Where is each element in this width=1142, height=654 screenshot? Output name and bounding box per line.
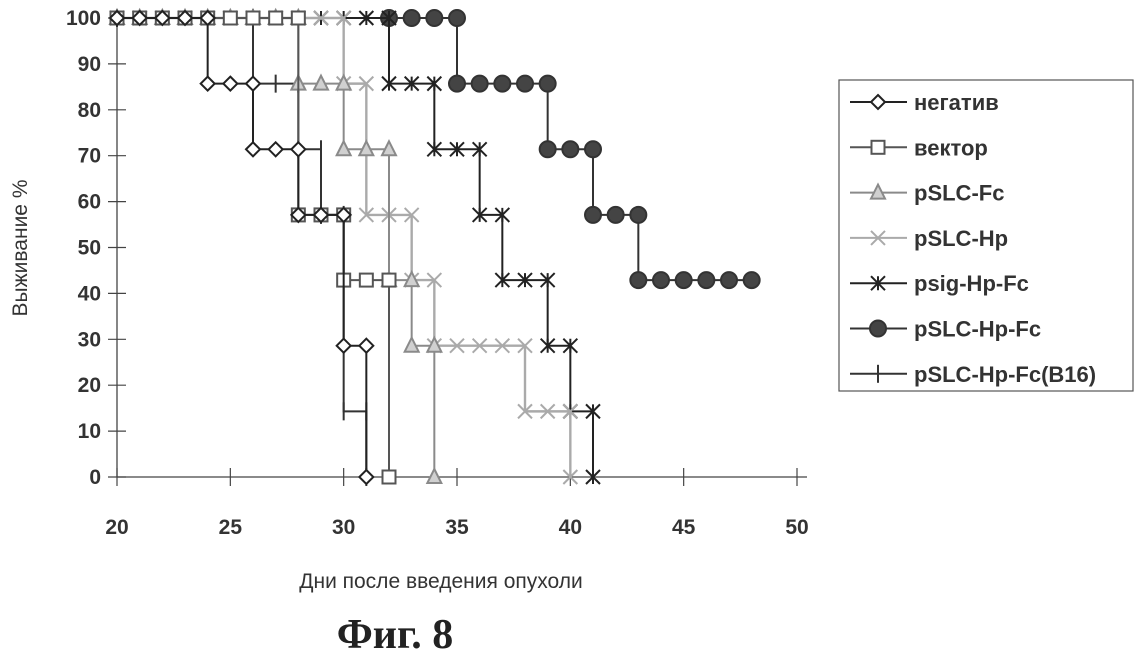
data-point — [517, 76, 533, 92]
data-point — [449, 10, 465, 26]
x-tick-label: 35 — [445, 516, 469, 539]
x-tick-label: 40 — [559, 516, 582, 539]
data-point — [585, 207, 601, 223]
data-point — [292, 12, 305, 25]
data-point — [201, 77, 215, 91]
y-tick-label: 100 — [66, 7, 101, 30]
legend-label: вектор — [914, 135, 988, 160]
data-point — [383, 471, 396, 484]
legend-label: pSLC-Hp-Fc(B16) — [914, 362, 1096, 387]
data-point — [269, 12, 282, 25]
y-tick-label: 30 — [78, 328, 101, 351]
data-point — [540, 76, 556, 92]
y-tick-label: 40 — [78, 282, 101, 305]
data-point — [653, 272, 669, 288]
data-point — [540, 141, 556, 157]
data-point — [291, 142, 305, 156]
data-point — [359, 470, 373, 484]
data-point — [246, 77, 260, 91]
data-point — [246, 142, 260, 156]
data-point — [630, 207, 646, 223]
legend-label: psig-Hp-Fc — [914, 271, 1029, 296]
legend-marker-icon — [872, 141, 885, 154]
legend-label: негатив — [914, 90, 999, 115]
data-point — [404, 10, 420, 26]
y-tick-label: 0 — [89, 466, 101, 489]
data-point — [472, 76, 488, 92]
y-tick-label: 20 — [78, 374, 101, 397]
series-line — [117, 18, 366, 477]
y-tick-label: 80 — [78, 99, 101, 122]
series-line — [117, 18, 366, 477]
y-axis-label: Выживание % — [9, 180, 32, 317]
data-point — [337, 339, 351, 353]
data-point — [721, 272, 737, 288]
y-tick-label: 60 — [78, 191, 101, 214]
legend-marker-icon — [870, 321, 886, 337]
x-tick-label: 20 — [105, 516, 128, 539]
legend-label: pSLC-Fc — [914, 181, 1004, 206]
series-group — [110, 9, 760, 486]
x-tick-label: 25 — [219, 516, 243, 539]
data-point — [247, 12, 260, 25]
data-point — [360, 274, 373, 287]
y-tick-label: 50 — [78, 237, 101, 260]
legend-label: pSLC-Hp — [914, 226, 1008, 251]
y-tick-label: 70 — [78, 145, 101, 168]
survival-chart: 0 10 20 30 40 50 60 70 80 90 100 20 25 30 35 40 45 50 Дни… — [0, 0, 1142, 654]
data-point — [223, 77, 237, 91]
data-point — [562, 141, 578, 157]
data-point — [494, 76, 510, 92]
x-tick-label: 45 — [672, 516, 696, 539]
legend: негатив вектор pSLC-Fc pSLC-Hp psig-Hp-Fc pSL… — [839, 80, 1133, 391]
data-point — [698, 272, 714, 288]
y-tick-label: 10 — [78, 420, 101, 443]
figure-caption: Фиг. 8 — [337, 612, 454, 654]
data-point — [426, 10, 442, 26]
x-tick-label: 50 — [785, 516, 808, 539]
data-point — [383, 274, 396, 287]
legend-label: pSLC-Hp-Fc — [914, 317, 1041, 342]
data-point — [359, 339, 373, 353]
x-axis-label: Дни после введения опухоли — [299, 570, 582, 593]
data-point — [585, 141, 601, 157]
series-негатив — [110, 11, 373, 484]
x-tick-label: 30 — [332, 516, 355, 539]
data-point — [608, 207, 624, 223]
data-point — [224, 12, 237, 25]
data-point — [676, 272, 692, 288]
y-tick-label: 90 — [78, 53, 101, 76]
data-point — [269, 142, 283, 156]
data-point — [449, 76, 465, 92]
data-point — [427, 469, 441, 483]
data-point — [630, 272, 646, 288]
series-pSLC-Hp-Fc(B16) — [117, 9, 366, 486]
data-point — [744, 272, 760, 288]
